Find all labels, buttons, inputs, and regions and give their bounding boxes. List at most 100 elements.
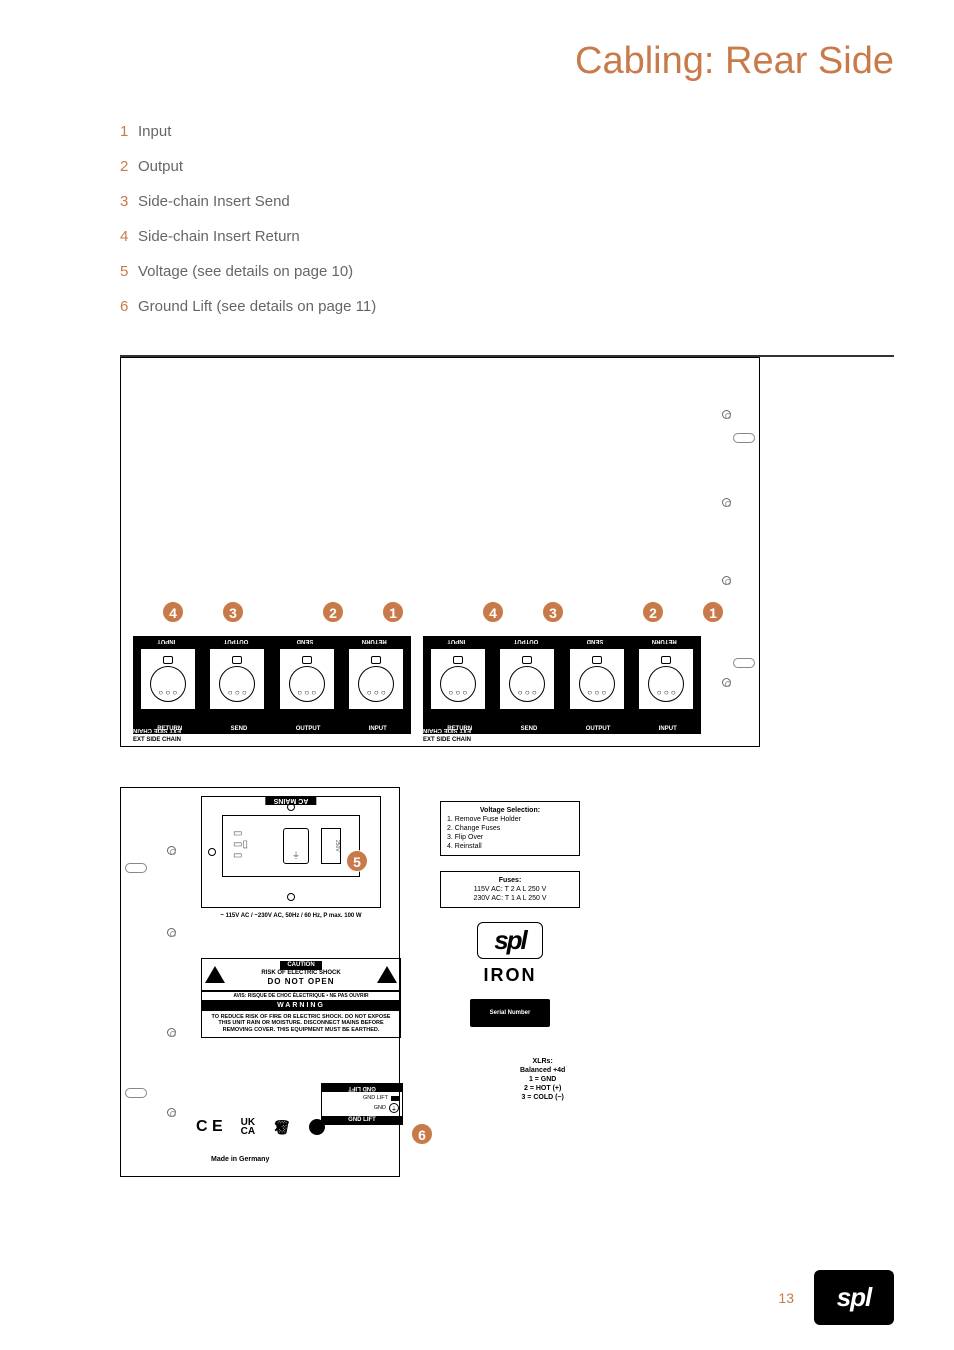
legend-num: 6 (120, 298, 138, 315)
exclaim-triangle-icon (377, 966, 397, 983)
xlr-label: OUTPUT (514, 638, 539, 644)
xlr-connector (209, 648, 265, 710)
screw-icon (167, 1108, 176, 1117)
page-title: Cabling: Rear Side (120, 40, 894, 83)
voltage-step: 2. Change Fuses (447, 824, 573, 833)
legend-num: 2 (120, 158, 138, 175)
legend-item: 4Side-chain Insert Return (120, 228, 894, 245)
legend-item: 1Input (120, 123, 894, 140)
rack-slot-icon (733, 433, 755, 443)
voltage-step: 4. Reinstall (447, 842, 573, 851)
made-in-label: Made in Germany (211, 1156, 269, 1163)
xlr-connector (638, 648, 694, 710)
legend-list: 1Input 2Output 3Side-chain Insert Send 4… (120, 123, 894, 315)
ac-inner-frame: ▭▭▯▭ 250V (222, 815, 360, 877)
xlr-label: OUTPUT (296, 726, 321, 732)
gnd-opt2: GND (374, 1105, 386, 1111)
xlr-label: INPUT (659, 726, 677, 732)
cert-row: C E UKCA 🗑✕ (196, 1118, 325, 1136)
switch-icon (391, 1096, 399, 1101)
iron-label: IRON (450, 965, 570, 986)
diagram-area: 4 3 2 1 4 3 2 1 RETURN SEND OUTPUT (120, 355, 894, 1215)
callout-5: 5 (346, 850, 368, 872)
xlr-info-line: Balanced +4d (520, 1066, 565, 1075)
avis-label: AVIS: RISQUE DE CHOC ÉLECTRIQUE • NE PAS… (201, 991, 401, 1001)
warning-head: WARNING (201, 1001, 401, 1010)
footer: 13 spl (778, 1270, 894, 1325)
xlr-info-line: 1 = GND (520, 1075, 565, 1084)
rear-panel-bottom: AC MAINS ▭▭▯▭ 250V ~ 115V AC / ~230V AC,… (120, 787, 400, 1177)
voltage-step: 3. Flip Over (447, 833, 573, 842)
spl-logo-icon: spl (477, 922, 543, 959)
xlr-connector (499, 648, 555, 710)
rack-slot-icon (733, 658, 755, 668)
xlr-label: SEND (587, 638, 604, 644)
fuses-line: 230V AC: T 1 A L 250 V (447, 894, 573, 903)
gnd-title-flip: GND LIFT (322, 1084, 402, 1092)
fuses-box: Fuses: 115V AC: T 2 A L 250 V 230V AC: T… (440, 871, 580, 908)
legend-num: 1 (120, 123, 138, 140)
black-dot-icon (309, 1119, 325, 1135)
fuses-box-title: Fuses: (447, 876, 573, 885)
xlr-label: SEND (521, 726, 538, 732)
fuses-line: 115V AC: T 2 A L 250 V (447, 885, 573, 894)
legend-text: Ground Lift (see details on page 11) (138, 298, 376, 315)
screw-icon (287, 893, 295, 901)
xlr-connector (279, 648, 335, 710)
caution-row: CAUTION RISK OF ELECTRIC SHOCK DO NOT OP… (201, 958, 401, 991)
rack-slot-icon (125, 1088, 147, 1098)
fuse-holder-icon: 250V (321, 828, 341, 864)
screw-icon (167, 1028, 176, 1037)
xlr-label: SEND (231, 726, 248, 732)
xlr-info-line: 3 = COLD (−) (520, 1093, 565, 1102)
xlr-label: OUTPUT (586, 726, 611, 732)
legend-text: Output (138, 158, 183, 175)
xlr-strip-ch2: RETURN SEND OUTPUT INPUT 2 RETURN SEND O… (133, 636, 411, 734)
legend-item: 6Ground Lift (see details on page 11) (120, 298, 894, 315)
legend-text: Voltage (see details on page 10) (138, 263, 353, 280)
legend-text: Side-chain Insert Return (138, 228, 300, 245)
legend-num: 3 (120, 193, 138, 210)
side-chain-label: EXT SIDE CHAIN (421, 736, 473, 744)
legend-text: Input (138, 123, 171, 140)
spl-badge-icon: spl (814, 1270, 894, 1325)
legend-num: 5 (120, 263, 138, 280)
xlr-label: RETURN (652, 638, 677, 644)
voltage-box-title: Voltage Selection: (447, 806, 573, 815)
caution-line2: DO NOT OPEN (267, 977, 334, 986)
screw-icon (208, 848, 216, 856)
side-chain-label-flip: EXT SIDE CHAIN (131, 636, 183, 734)
ukca-mark-icon: UKCA (241, 1118, 255, 1136)
rack-slot-icon (125, 863, 147, 873)
legend-item: 5Voltage (see details on page 10) (120, 263, 894, 280)
warning-body: TO REDUCE RISK OF FIRE OR ELECTRIC SHOCK… (201, 1010, 401, 1039)
side-chain-label: EXT SIDE CHAIN (131, 736, 183, 744)
screw-icon (722, 678, 731, 687)
caution-line1: RISK OF ELECTRIC SHOCK (261, 970, 340, 976)
xlr-label: OUTPUT (224, 638, 249, 644)
xlr-pinout-info: XLRs: Balanced +4d 1 = GND 2 = HOT (+) 3… (520, 1057, 565, 1102)
voltage-step: 1. Remove Fuse Holder (447, 815, 573, 824)
xlr-info-title: XLRs: (520, 1057, 565, 1066)
channel-number: 1 (558, 667, 570, 694)
iec-prong-icon: ▭▭▯▭ (233, 828, 248, 861)
caution-block: CAUTION RISK OF ELECTRIC SHOCK DO NOT OP… (201, 958, 401, 1038)
gnd-opt1: GND LIFT (363, 1095, 388, 1101)
rear-panel-top: RETURN SEND OUTPUT INPUT 2 RETURN SEND O… (120, 357, 760, 747)
ground-symbol-icon: ⏚ (389, 1103, 399, 1113)
ac-spec-label: ~ 115V AC / ~230V AC, 50Hz / 60 Hz, P ma… (202, 913, 380, 919)
legend-num: 4 (120, 228, 138, 245)
legend-text: Side-chain Insert Send (138, 193, 290, 210)
serial-number-box: Serial Number (470, 999, 550, 1027)
legend-item: 2Output (120, 158, 894, 175)
caution-head: CAUTION (280, 961, 321, 970)
screw-icon (287, 803, 295, 811)
xlr-connector (348, 648, 404, 710)
shock-triangle-icon (205, 966, 225, 983)
weee-bin-icon: 🗑✕ (273, 1119, 291, 1136)
screw-icon (167, 846, 176, 855)
voltage-selection-box: Voltage Selection: 1. Remove Fuse Holder… (440, 801, 580, 856)
spl-iron-block: spl IRON (450, 922, 570, 986)
side-chain-label-flip: EXT SIDE CHAIN (421, 636, 473, 734)
ce-mark-icon: C E (196, 1118, 223, 1136)
